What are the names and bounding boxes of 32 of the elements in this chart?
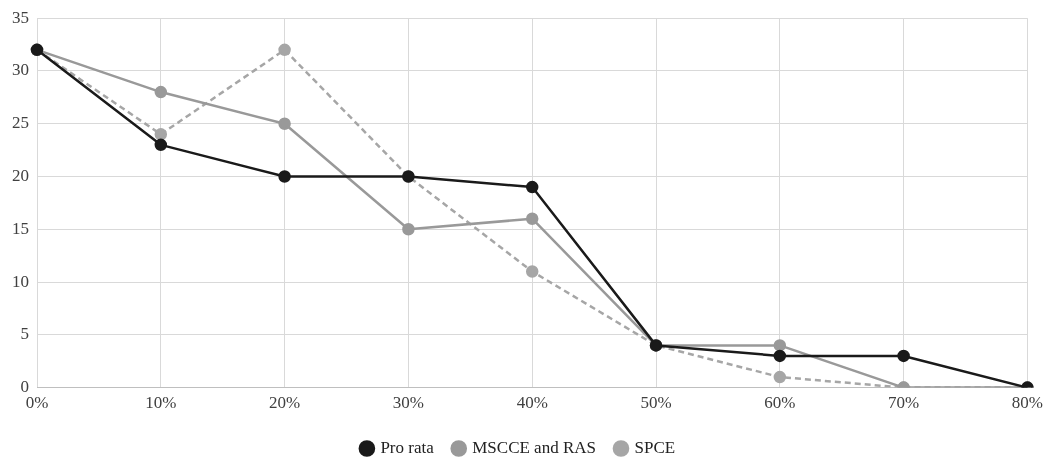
point — [773, 339, 787, 352]
x-tick-label: 50% — [640, 393, 672, 413]
y-tick-label: 5 — [20, 324, 29, 344]
point — [773, 370, 787, 384]
y-tick-label: 30 — [12, 60, 29, 80]
x-tick-label: 60% — [764, 393, 796, 413]
point — [525, 212, 539, 225]
y-tick-label: 35 — [12, 7, 29, 27]
y-tick-label: 25 — [12, 113, 29, 133]
point — [525, 180, 539, 194]
point — [525, 265, 539, 278]
legend-label: Pro rata — [380, 437, 435, 457]
y-tick-label: 10 — [12, 271, 29, 291]
point — [154, 138, 168, 152]
point — [278, 43, 291, 57]
x-tick-label: 20% — [269, 393, 301, 413]
legend-label: MSCCE and RAS — [472, 437, 596, 457]
x-tick-label: 70% — [888, 393, 920, 413]
x-tick-label: 30% — [392, 393, 424, 413]
legend-label: SPCE — [634, 437, 676, 457]
point — [773, 349, 787, 363]
x-tick-label: 80% — [1011, 393, 1044, 413]
y-tick-label: 15 — [12, 218, 29, 238]
y-tick-label: 20 — [12, 165, 29, 185]
x-tick-label: 40% — [516, 393, 548, 413]
x-tick-label: 10% — [145, 393, 177, 413]
point — [154, 128, 168, 141]
point — [278, 170, 291, 183]
point — [897, 349, 910, 363]
point — [402, 223, 415, 236]
point — [278, 117, 291, 130]
point — [154, 85, 168, 99]
